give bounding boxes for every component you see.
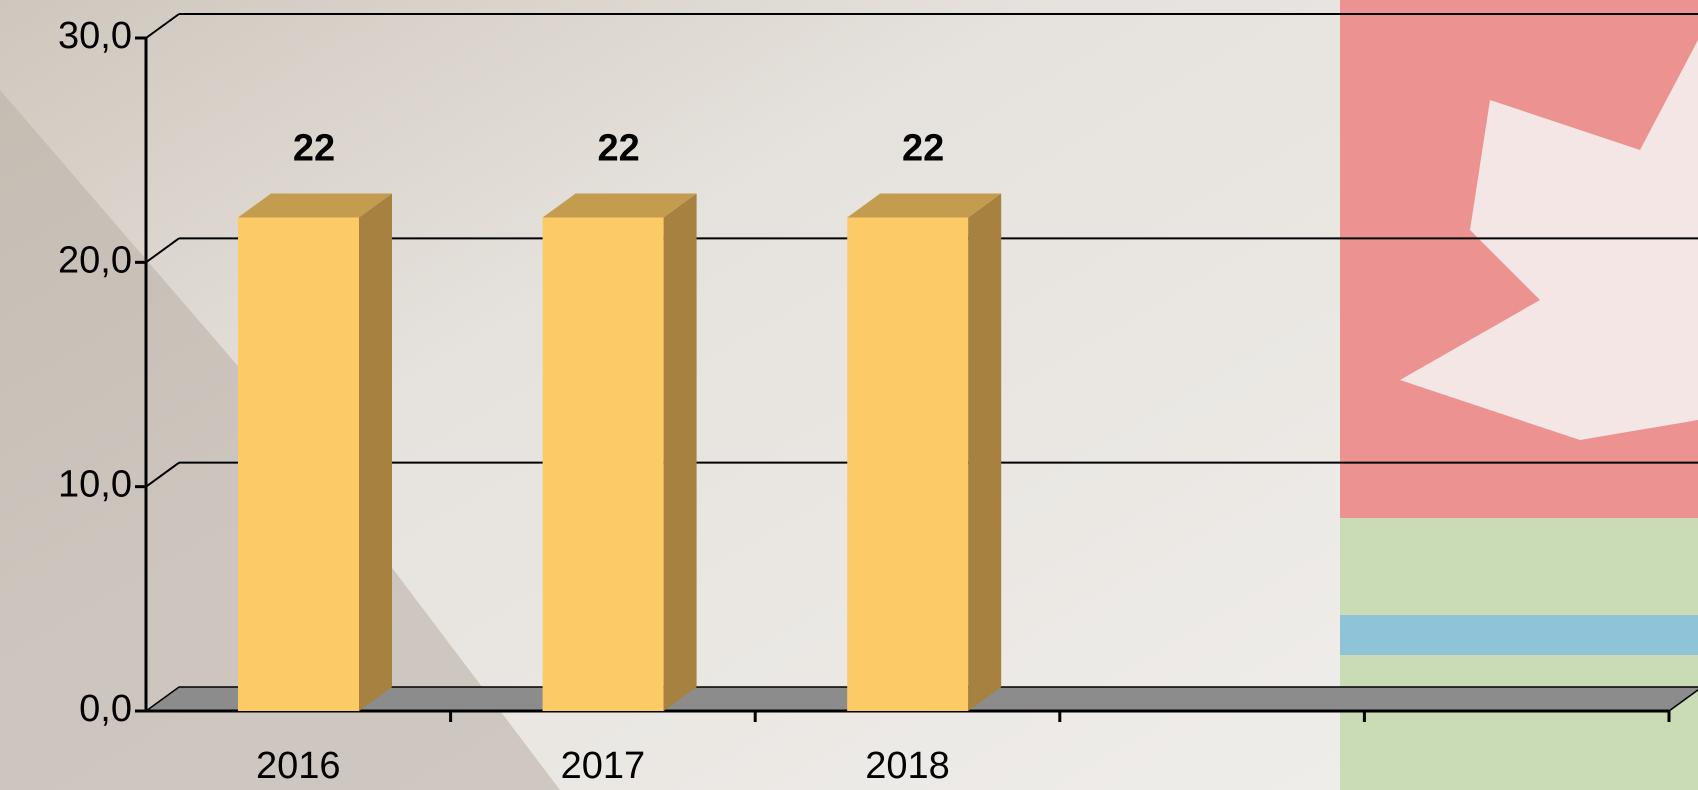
bar bbox=[847, 217, 968, 711]
bar bbox=[238, 217, 359, 711]
y-tick-label: 0,0 bbox=[79, 688, 132, 730]
emblem-blue bbox=[1340, 615, 1698, 655]
x-tick-label: 2017 bbox=[561, 745, 646, 787]
x-tick-label: 2016 bbox=[256, 745, 341, 787]
bar-side bbox=[968, 193, 1001, 711]
bar-side bbox=[664, 193, 697, 711]
x-tick-label: 2018 bbox=[865, 745, 950, 787]
y-tick-label: 30,0 bbox=[58, 15, 132, 57]
bar-side bbox=[359, 193, 392, 711]
page: 0,010,020,030,0201622201722201822 (() =>… bbox=[0, 0, 1698, 790]
value-label: 22 bbox=[293, 127, 335, 169]
bar bbox=[543, 217, 664, 711]
y-tick-label: 20,0 bbox=[58, 239, 132, 281]
value-label: 22 bbox=[902, 127, 944, 169]
chart: 0,0 10,0 20,0 30,0 2016 22 2017 22 2018 22 bbox=[0, 0, 1698, 790]
y-tick-label: 10,0 bbox=[58, 464, 132, 506]
value-label: 22 bbox=[597, 127, 639, 169]
